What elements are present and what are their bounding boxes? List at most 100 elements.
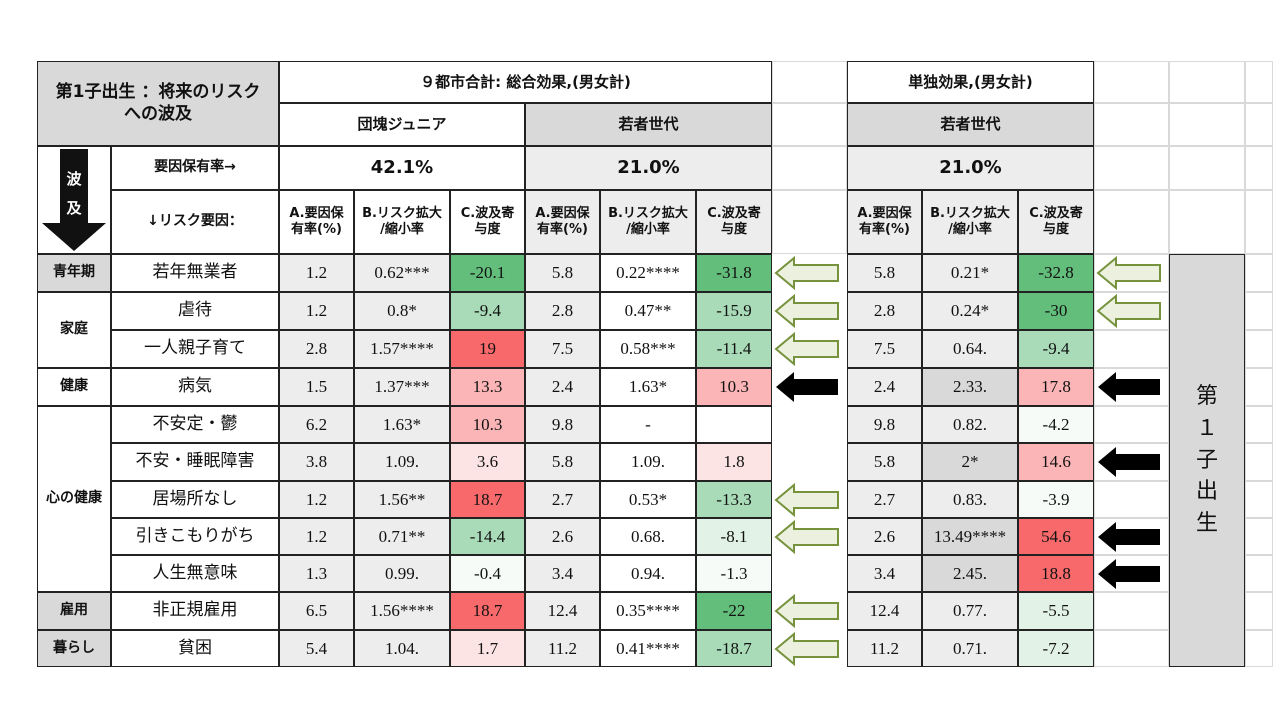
black-arrow-icon xyxy=(1098,447,1160,477)
single-a-value: 3.4 xyxy=(847,555,922,592)
subheader-col-c: C.波及寄 与度 xyxy=(450,190,525,254)
wakamono-a-value: 2.7 xyxy=(525,481,600,518)
wakamono-c-value xyxy=(696,406,772,443)
single-b-value: 0.77. xyxy=(922,592,1018,630)
dankai-b-value: 1.04. xyxy=(354,630,450,667)
single-c-value: -30 xyxy=(1018,292,1094,330)
dankai-b-value: 1.09. xyxy=(354,443,450,481)
gridline xyxy=(1094,481,1169,518)
single-b-value: 2* xyxy=(922,443,1018,481)
single-c-value: -4.2 xyxy=(1018,406,1094,443)
gridline xyxy=(1094,254,1169,292)
wakamono-a-value: 7.5 xyxy=(525,330,600,368)
risk-factor-name: 人生無意味 xyxy=(111,555,279,592)
dankai-a-value: 6.5 xyxy=(279,592,354,630)
gridline xyxy=(1245,481,1273,518)
gridline xyxy=(1094,630,1169,667)
risk-factor-name: 居場所なし xyxy=(111,481,279,518)
rate-wakamono: 21.0% xyxy=(525,146,772,190)
single-b-value: 0.24* xyxy=(922,292,1018,330)
group-dankai-header: 団塊ジュニア xyxy=(279,103,525,146)
gridline xyxy=(1094,518,1169,555)
gridline xyxy=(1245,443,1273,481)
subheader-col-b: B.リスク拡大 /縮小率 xyxy=(922,190,1018,254)
table-title: 第1子出生 ：将来のリスク への波及 xyxy=(37,61,279,146)
wakamono-c-value: -15.9 xyxy=(696,292,772,330)
black-arrow-icon xyxy=(776,372,838,402)
wakamono-a-value: 2.8 xyxy=(525,292,600,330)
single-a-value: 11.2 xyxy=(847,630,922,667)
single-c-value: -3.9 xyxy=(1018,481,1094,518)
single-a-value: 7.5 xyxy=(847,330,922,368)
gridline xyxy=(1094,368,1169,406)
subheader-col-b: B.リスク拡大 /縮小率 xyxy=(600,190,696,254)
gridline xyxy=(1245,146,1273,190)
risk-factor-name: 非正規雇用 xyxy=(111,592,279,630)
gridline xyxy=(1094,555,1169,592)
dankai-b-value: 1.63* xyxy=(354,406,450,443)
single-b-value: 0.82. xyxy=(922,406,1018,443)
dankai-a-value: 5.4 xyxy=(279,630,354,667)
gridline xyxy=(1094,592,1169,630)
dankai-b-value: 1.37*** xyxy=(354,368,450,406)
single-a-value: 12.4 xyxy=(847,592,922,630)
green-arrow-icon xyxy=(774,482,839,517)
wave-label: 波 及 xyxy=(66,170,82,217)
dankai-c-value: 10.3 xyxy=(450,406,525,443)
green-arrow-icon xyxy=(1096,256,1161,290)
gridline xyxy=(1094,146,1169,190)
black-arrow-icon xyxy=(1098,372,1160,402)
dankai-a-value: 1.2 xyxy=(279,292,354,330)
gridline xyxy=(1169,146,1245,190)
wakamono-a-value: 3.4 xyxy=(525,555,600,592)
category-label: 心の健康 xyxy=(37,406,111,592)
gridline xyxy=(1245,518,1273,555)
wakamono-a-value: 2.4 xyxy=(525,368,600,406)
single-c-value: -7.2 xyxy=(1018,630,1094,667)
dankai-a-value: 1.2 xyxy=(279,254,354,292)
wakamono-c-value: -8.1 xyxy=(696,518,772,555)
subheader-col-c: C.波及寄 与度 xyxy=(696,190,772,254)
gridline xyxy=(772,103,847,146)
group-wakamono-single-header: 若者世代 xyxy=(847,103,1094,146)
subheader-col-b: B.リスク拡大 /縮小率 xyxy=(354,190,450,254)
risk-factor-name: 貧困 xyxy=(111,630,279,667)
wakamono-c-value: -13.3 xyxy=(696,481,772,518)
group-wakamono-header: 若者世代 xyxy=(525,103,772,146)
wakamono-c-value: -31.8 xyxy=(696,254,772,292)
wakamono-b-value: 0.22**** xyxy=(600,254,696,292)
single-c-value: -32.8 xyxy=(1018,254,1094,292)
dankai-b-value: 0.62*** xyxy=(354,254,450,292)
single-a-value: 2.8 xyxy=(847,292,922,330)
dankai-c-value: -9.4 xyxy=(450,292,525,330)
dankai-c-value: 18.7 xyxy=(450,481,525,518)
dankai-b-value: 0.99. xyxy=(354,555,450,592)
wakamono-a-value: 11.2 xyxy=(525,630,600,667)
single-a-value: 5.8 xyxy=(847,443,922,481)
rate-single: 21.0% xyxy=(847,146,1094,190)
total-effect-header: ９都市合計: 総合効果,(男女計) xyxy=(279,61,772,103)
single-c-value: -9.4 xyxy=(1018,330,1094,368)
gridline xyxy=(1169,103,1245,146)
gridline xyxy=(1094,443,1169,481)
wakamono-b-value: 0.41**** xyxy=(600,630,696,667)
single-a-value: 2.4 xyxy=(847,368,922,406)
wakamono-c-value: -1.3 xyxy=(696,555,772,592)
dankai-b-value: 0.8* xyxy=(354,292,450,330)
wakamono-c-value: 10.3 xyxy=(696,368,772,406)
risk-factor-name: 引きこもりがち xyxy=(111,518,279,555)
wakamono-c-value: -18.7 xyxy=(696,630,772,667)
single-a-value: 2.7 xyxy=(847,481,922,518)
dankai-b-value: 0.71** xyxy=(354,518,450,555)
gridline xyxy=(1094,190,1169,254)
subheader-col-a: A.要因保 有率(%) xyxy=(525,190,600,254)
gridline xyxy=(1245,368,1273,406)
gridline xyxy=(772,146,847,190)
dankai-c-value: 3.6 xyxy=(450,443,525,481)
subheader-col-a: A.要因保 有率(%) xyxy=(847,190,922,254)
gridline xyxy=(772,61,847,103)
green-arrow-icon xyxy=(774,294,839,328)
single-b-value: 2.45. xyxy=(922,555,1018,592)
dankai-a-value: 1.5 xyxy=(279,368,354,406)
wakamono-b-value: 0.58*** xyxy=(600,330,696,368)
